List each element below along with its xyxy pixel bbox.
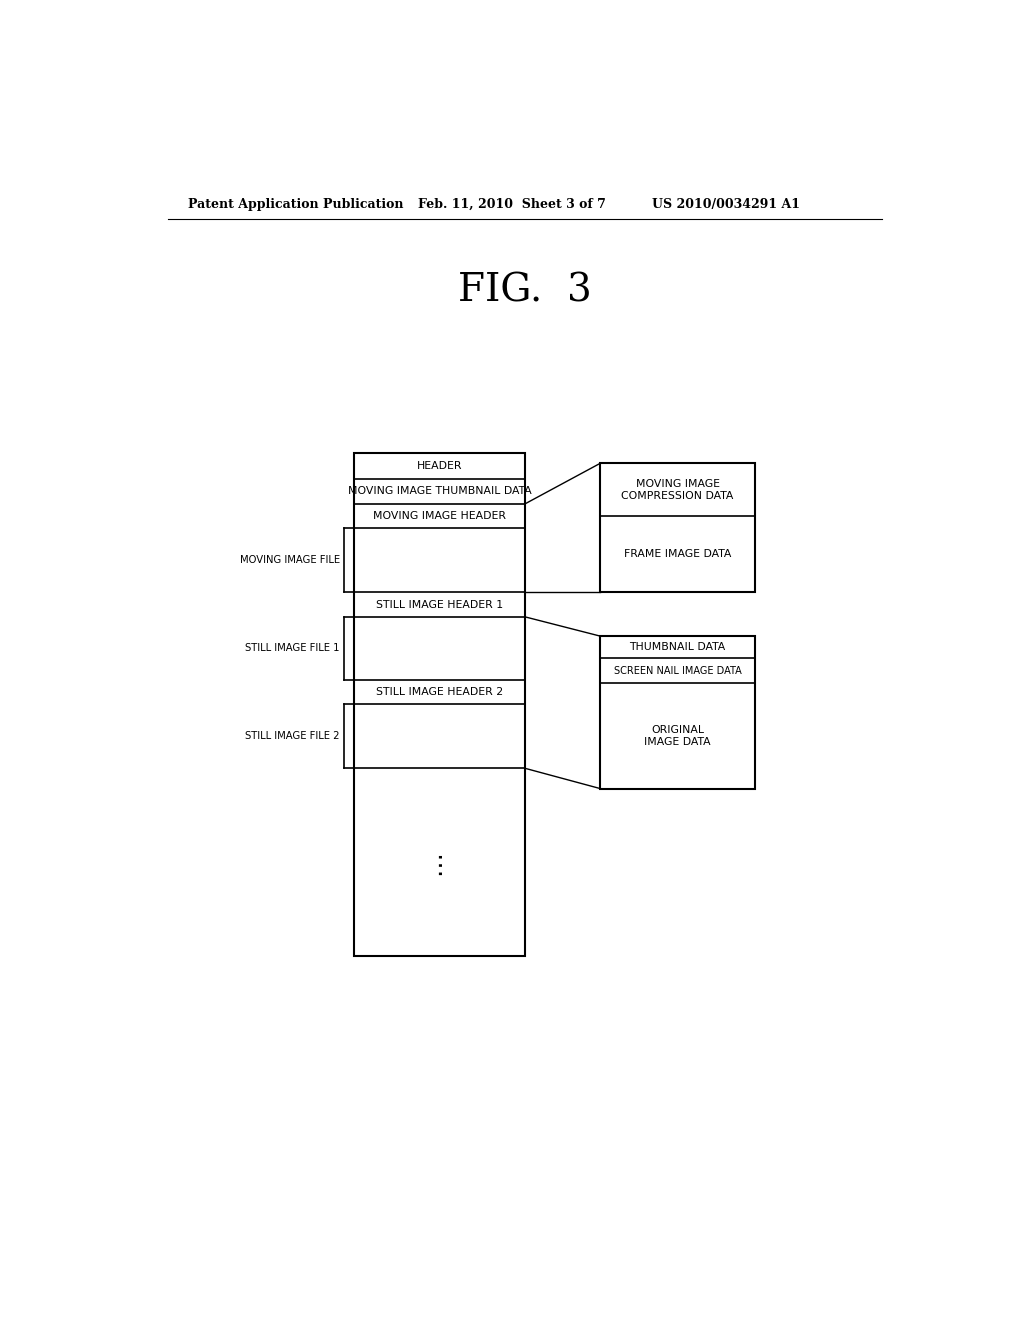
Text: STILL IMAGE HEADER 2: STILL IMAGE HEADER 2	[376, 686, 503, 697]
Text: MOVING IMAGE THUMBNAIL DATA: MOVING IMAGE THUMBNAIL DATA	[347, 486, 531, 496]
Text: HEADER: HEADER	[417, 461, 462, 471]
Bar	[354, 453, 524, 956]
Text: Feb. 11, 2010  Sheet 3 of 7: Feb. 11, 2010 Sheet 3 of 7	[418, 198, 605, 211]
Text: FRAME IMAGE DATA: FRAME IMAGE DATA	[624, 549, 731, 560]
Text: MOVING IMAGE HEADER: MOVING IMAGE HEADER	[373, 511, 506, 521]
Text: ⋯: ⋯	[427, 850, 452, 875]
Text: THUMBNAIL DATA: THUMBNAIL DATA	[630, 643, 726, 652]
Text: STILL IMAGE HEADER 1: STILL IMAGE HEADER 1	[376, 599, 503, 610]
Bar	[600, 636, 755, 788]
Text: FIG.  3: FIG. 3	[458, 272, 592, 309]
Text: SCREEN NAIL IMAGE DATA: SCREEN NAIL IMAGE DATA	[613, 665, 741, 676]
Text: MOVING IMAGE
COMPRESSION DATA: MOVING IMAGE COMPRESSION DATA	[622, 479, 734, 502]
Text: STILL IMAGE FILE 2: STILL IMAGE FILE 2	[246, 731, 340, 742]
Text: ORIGINAL
IMAGE DATA: ORIGINAL IMAGE DATA	[644, 725, 711, 747]
Bar	[600, 463, 755, 593]
Text: US 2010/0034291 A1: US 2010/0034291 A1	[652, 198, 800, 211]
Text: STILL IMAGE FILE 1: STILL IMAGE FILE 1	[246, 643, 340, 653]
Text: Patent Application Publication: Patent Application Publication	[187, 198, 403, 211]
Text: MOVING IMAGE FILE: MOVING IMAGE FILE	[240, 556, 340, 565]
